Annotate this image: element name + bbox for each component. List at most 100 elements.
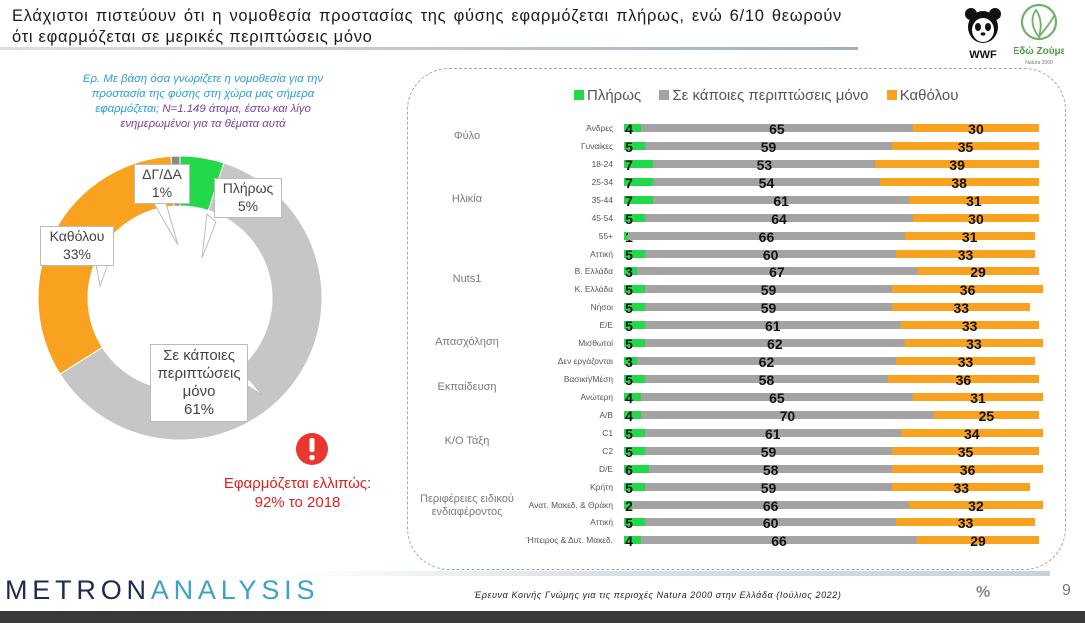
row-label: C1 [602, 427, 613, 438]
bar-segment-orange [892, 446, 1039, 455]
callout-plirws-label: Πλήρως [222, 180, 274, 196]
logo-part1: METRON [5, 575, 151, 605]
bar-segment-gray [644, 518, 897, 527]
data-label: 58 [758, 372, 775, 389]
bar-segment-green [624, 428, 645, 437]
donut-slice-1 [59, 162, 323, 441]
bar-segment-green [624, 177, 654, 186]
data-label: 5 [625, 443, 633, 460]
row-label: 35-44 [591, 194, 613, 205]
bar-segment-green [624, 446, 645, 455]
bar-segment-gray [649, 464, 893, 473]
data-label: 64 [771, 210, 787, 227]
row-label: D/E [599, 463, 613, 474]
bar-segment-gray [644, 141, 893, 150]
data-label: 59 [760, 300, 777, 317]
bar-segment-green [624, 392, 641, 401]
legend-label-merikes: Σε κάποιες περιπτώσεις μόνο [672, 87, 869, 104]
bar-segment-green [624, 285, 645, 294]
bar-segment-gray [640, 410, 935, 419]
data-label: 33 [957, 354, 974, 371]
data-label: 70 [779, 407, 796, 424]
bar-segment-orange [900, 321, 1039, 330]
bar-segment-orange [904, 339, 1043, 348]
bar-segment-gray [644, 482, 893, 491]
bar-segment-gray [640, 536, 918, 545]
bar-segment-gray [644, 249, 897, 258]
row-label: C2 [602, 445, 613, 456]
row-label: Νήσοι [590, 302, 613, 313]
data-label: 5 [625, 479, 633, 496]
data-label: 35 [957, 138, 974, 155]
row-label: 25-34 [591, 176, 613, 187]
data-label: 29 [970, 533, 986, 550]
callout-merikes-label: Σε κάποιες περιπτώσεις μόνο [157, 347, 241, 400]
bar-segment-green [624, 500, 633, 509]
row-label: Ανατ. Μακεδ. & Θράκη [528, 499, 613, 510]
data-label: 5 [625, 282, 633, 299]
callout-merikes-value: 61% [183, 401, 215, 418]
data-label: 54 [758, 174, 775, 191]
data-label: 3 [625, 264, 633, 281]
row-label: Βασική/Μέση [563, 374, 613, 385]
page-title: Ελάχιστοι πιστεύουν ότι η νομοθεσία προσ… [12, 7, 842, 46]
data-label: 30 [968, 121, 984, 137]
legend-swatch-gray [659, 90, 670, 100]
data-label: 35 [957, 443, 974, 460]
bar-segment-gray [644, 303, 893, 312]
bar-segment-orange [934, 410, 1039, 419]
bar-segment-gray [636, 267, 918, 276]
metron-analysis-logo: METRONANALYSIS [5, 575, 319, 606]
data-label: 59 [760, 479, 777, 496]
bar-segment-green [624, 375, 645, 384]
data-label: 31 [961, 228, 978, 245]
row-label: Μισθωτοί [578, 338, 613, 349]
edo-zoume-logo: Εδώ Ζούμε Natura 2000 [1014, 3, 1064, 66]
bar-segment-orange [892, 464, 1043, 473]
bar-segment-green [624, 231, 629, 240]
bar-segment-green [624, 195, 654, 204]
data-label: 33 [953, 300, 970, 317]
bar-segment-gray [640, 124, 914, 132]
row-label: Γυναίκες [580, 140, 613, 151]
bar-segment-green [624, 321, 645, 330]
row-label: Β. Ελλάδα [574, 266, 613, 277]
footer-divider [290, 571, 1050, 576]
bar-segment-orange [896, 518, 1035, 527]
bottom-bar [0, 611, 1085, 623]
edo-zoume-logo-subtext: Natura 2000 [1025, 60, 1053, 66]
row-label: Ήπειρος & Δυτ. Μακεδ. [526, 535, 614, 546]
data-label: 4 [625, 389, 633, 406]
bar-segment-green [624, 124, 641, 132]
bar-segment-green [624, 267, 637, 276]
bar-segment-orange [900, 428, 1043, 437]
callout-plirws: Πλήρως 5% [214, 178, 282, 218]
data-label: 61 [773, 192, 789, 209]
data-label: 62 [758, 354, 775, 371]
data-label: 6 [625, 461, 633, 478]
data-label: 61 [764, 425, 781, 442]
bar-segment-orange [892, 285, 1043, 294]
row-label: Δεν εργάζονται [557, 356, 613, 367]
data-label: 62 [767, 336, 783, 353]
page-number: 9 [1062, 582, 1071, 599]
bar-segment-orange [892, 141, 1039, 150]
group-label: Nuts1 [452, 273, 482, 286]
bar-segment-orange [879, 177, 1039, 186]
bar-segment-orange [887, 375, 1039, 384]
row-label: Ε/Ε [599, 320, 614, 331]
bar-segment-orange [896, 249, 1035, 258]
callout-dgda-value: 1% [151, 184, 173, 200]
data-label: 5 [625, 138, 633, 155]
data-label: 67 [769, 264, 785, 281]
callout-katholou-label: Καθόλου [49, 228, 105, 244]
bar-segment-orange [913, 213, 1039, 222]
logo-part2: ANALYSIS [150, 575, 320, 605]
data-label: 7 [625, 174, 633, 191]
bar-segment-orange [892, 482, 1031, 491]
data-label: 65 [769, 389, 785, 406]
legend-label-plirws: Πλήρως [587, 87, 642, 104]
data-label: 60 [762, 246, 779, 263]
data-label: 5 [625, 372, 633, 389]
data-label: 59 [760, 282, 777, 299]
